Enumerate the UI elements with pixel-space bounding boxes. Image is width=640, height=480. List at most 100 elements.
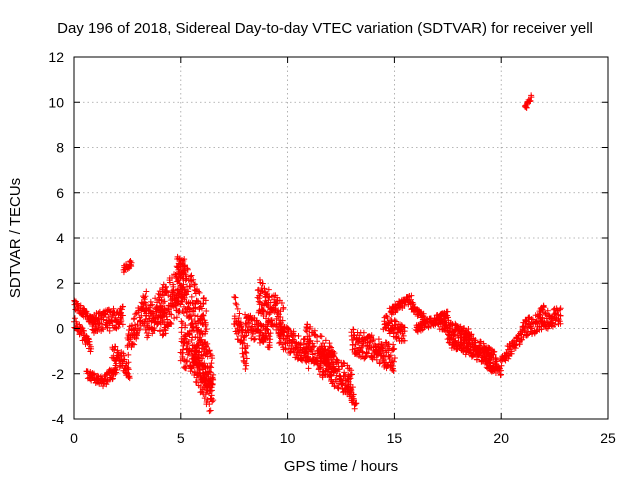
data-point: [540, 302, 547, 309]
data-point: [282, 346, 289, 353]
data-point: [550, 306, 557, 313]
data-point: [484, 359, 491, 366]
data-point: [196, 357, 203, 364]
data-point: [182, 262, 189, 269]
data-point: [142, 301, 149, 308]
data-point: [191, 312, 198, 319]
y-tick-label: 8: [56, 140, 64, 156]
data-point: [336, 366, 343, 373]
data-point: [319, 340, 326, 347]
data-point: [486, 350, 493, 357]
data-point: [557, 320, 564, 327]
data-point: [266, 344, 273, 351]
data-point: [142, 293, 149, 300]
data-point: [174, 300, 181, 307]
data-point: [461, 339, 468, 346]
data-point: [88, 345, 95, 352]
data-point: [209, 355, 216, 362]
data-point: [198, 379, 205, 386]
data-point: [255, 298, 262, 305]
data-point: [477, 338, 484, 345]
data-point: [105, 314, 112, 321]
data-point: [203, 326, 210, 333]
data-point: [295, 333, 302, 340]
data-point: [344, 362, 351, 369]
x-tick-label: 0: [70, 430, 78, 446]
data-point: [169, 274, 176, 281]
data-point: [119, 303, 126, 310]
data-point: [243, 362, 250, 369]
data-point: [268, 317, 275, 324]
data-point: [71, 315, 78, 322]
data-point: [207, 363, 214, 370]
data-point: [173, 314, 180, 321]
data-point: [497, 371, 504, 378]
data-point: [112, 370, 119, 377]
data-point: [193, 348, 200, 355]
data-point: [161, 298, 168, 305]
data-point: [242, 365, 249, 372]
data-point: [192, 281, 199, 288]
data-point: [147, 298, 154, 305]
data-point: [85, 335, 92, 342]
y-tick-label: 10: [48, 94, 64, 110]
data-point: [115, 324, 122, 331]
data-point: [322, 337, 329, 344]
data-point: [472, 344, 479, 351]
data-point: [240, 337, 247, 344]
data-point: [370, 336, 377, 343]
data-point: [353, 400, 360, 407]
data-point: [119, 312, 126, 319]
data-point: [235, 315, 242, 322]
data-point: [149, 301, 156, 308]
data-point: [125, 366, 132, 373]
data-point: [385, 320, 392, 327]
data-point: [207, 388, 214, 395]
data-points: [71, 92, 564, 415]
data-point: [196, 289, 203, 296]
data-point: [98, 321, 105, 328]
data-point: [180, 258, 187, 265]
data-point: [328, 344, 335, 351]
data-point: [206, 408, 213, 415]
data-point: [322, 359, 329, 366]
data-point: [255, 286, 262, 293]
data-point: [251, 336, 258, 343]
data-point: [109, 376, 116, 383]
data-point: [437, 313, 444, 320]
data-point: [131, 341, 138, 348]
data-point: [200, 300, 207, 307]
data-point: [209, 381, 216, 388]
data-point: [193, 347, 200, 354]
data-point: [444, 308, 451, 315]
data-point: [468, 331, 475, 338]
data-point: [187, 283, 194, 290]
data-point: [232, 300, 239, 307]
data-point: [248, 316, 255, 323]
data-point: [106, 327, 113, 334]
data-point: [192, 334, 199, 341]
y-tick-label: 6: [56, 185, 64, 201]
data-point: [119, 321, 126, 328]
data-point: [202, 328, 209, 335]
data-point: [260, 307, 267, 314]
data-point: [259, 280, 266, 287]
data-point: [210, 371, 217, 378]
data-point: [311, 343, 318, 350]
data-point: [190, 276, 197, 283]
data-point: [387, 352, 394, 359]
data-point: [316, 371, 323, 378]
data-point: [118, 317, 125, 324]
data-point: [165, 305, 172, 312]
data-point: [208, 392, 215, 399]
data-point: [359, 348, 366, 355]
data-point: [157, 328, 164, 335]
data-point: [264, 323, 271, 330]
data-point: [263, 291, 270, 298]
data-point: [265, 286, 272, 293]
x-axis-label: GPS time / hours: [284, 458, 398, 475]
data-point: [232, 294, 239, 301]
data-point: [203, 350, 210, 357]
data-point: [176, 288, 183, 295]
y-tick-label: -4: [52, 411, 65, 427]
